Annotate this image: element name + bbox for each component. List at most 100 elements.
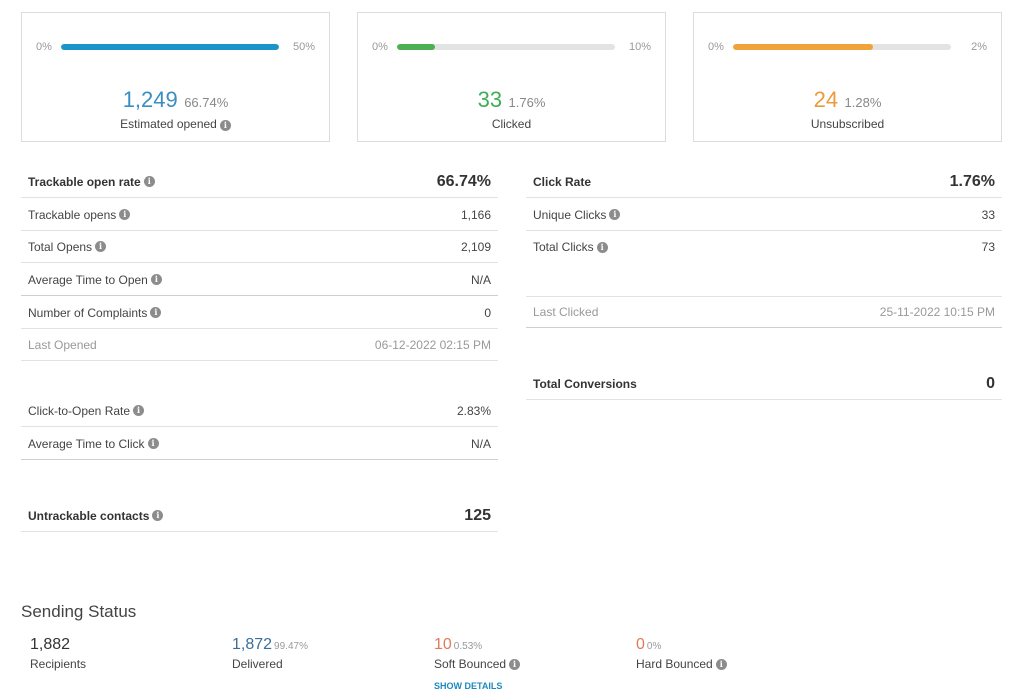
- stat-number: 1,882: [30, 636, 71, 653]
- card-unsubscribed: 0% 2% 24 1.28% Unsubscribed: [693, 12, 1002, 142]
- card-label: Estimated opened i: [22, 117, 329, 131]
- row-value: 0: [986, 374, 995, 392]
- row-label: Click Rate: [533, 174, 592, 189]
- info-icon[interactable]: i: [219, 120, 231, 131]
- row-label: Number of Complaints: [28, 305, 148, 320]
- row-label: Trackable open rate: [28, 174, 141, 189]
- row-complaints: Number of Complaints i 0: [21, 297, 498, 329]
- card-value: 24 1.28%: [694, 87, 1001, 113]
- progress-fill: [397, 44, 436, 50]
- stat-hard-bounced: 0 0% Hard Bounced i: [636, 636, 727, 671]
- stat-label-text: Hard Bounced: [636, 657, 713, 671]
- card-number: 1,249: [122, 87, 178, 112]
- row-unique-clicks: Unique Clicks i 33: [526, 199, 1002, 231]
- row-label: Unique Clicks: [533, 207, 607, 222]
- section-title-sending-status: Sending Status: [21, 602, 137, 621]
- row-total-clicks: Total Clicks i 73: [526, 231, 1002, 263]
- progress-max: 2%: [971, 41, 987, 53]
- progress-row: 0% 10%: [372, 40, 651, 54]
- stat-recipients: 1,882 Recipients: [30, 636, 86, 671]
- card-value: 1,249 66.74%: [22, 87, 329, 113]
- info-icon[interactable]: i: [95, 241, 107, 252]
- row-untrackable-contacts: Untrackable contacts i 125: [21, 500, 498, 532]
- stat-delivered: 1,872 99.47% Delivered: [232, 636, 308, 671]
- card-label: Unsubscribed: [810, 117, 885, 131]
- card-number: 24: [813, 87, 839, 112]
- card-percent: 1.28%: [844, 95, 882, 110]
- row-total-conversions: Total Conversions 0: [526, 368, 1002, 400]
- stat-number: 1,872: [232, 636, 273, 653]
- row-click-to-open-rate: Click-to-Open Rate i 2.83%: [21, 395, 498, 427]
- card-label: Clicked: [491, 117, 532, 131]
- progress-fill: [733, 44, 873, 50]
- row-label: Untrackable contacts: [28, 508, 150, 523]
- info-icon[interactable]: i: [596, 241, 608, 253]
- card-value: 33 1.76%: [358, 87, 665, 113]
- row-value: 0: [484, 305, 491, 320]
- show-details-link[interactable]: SHOW DETAILS: [434, 681, 503, 691]
- row-total-opens: Total Opens i 2,109: [21, 231, 498, 263]
- progress-max: 50%: [292, 41, 315, 53]
- progress-track: [397, 44, 615, 50]
- stat-label-text: Soft Bounced: [434, 657, 507, 671]
- card-label-text: Estimated opened: [120, 117, 217, 131]
- row-label: Average Time to Open: [28, 272, 148, 287]
- progress-min: 0%: [372, 41, 388, 53]
- card-percent: 66.74%: [184, 95, 229, 110]
- row-value: 25-11-2022 10:15 PM: [879, 305, 995, 319]
- progress-max: 10%: [628, 41, 651, 53]
- stat-label: Hard Bounced i: [636, 657, 727, 671]
- row-label: Total Clicks: [533, 240, 594, 254]
- info-icon[interactable]: i: [150, 307, 162, 318]
- row-value: 66.74%: [436, 172, 491, 190]
- stat-percent: 99.47%: [274, 641, 308, 652]
- row-last-opened: Last Opened 06-12-2022 02:15 PM: [21, 329, 498, 361]
- stat-number: 10: [434, 636, 452, 653]
- row-value: 1.76%: [949, 172, 995, 190]
- info-icon[interactable]: i: [509, 658, 521, 670]
- row-value: 1,166: [460, 207, 491, 222]
- stat-number: 0: [636, 636, 645, 653]
- info-icon[interactable]: i: [715, 658, 727, 670]
- progress-track: [61, 44, 279, 50]
- progress-min: 0%: [708, 41, 724, 53]
- card-percent: 1.76%: [508, 95, 546, 110]
- stat-percent: 0.53%: [453, 641, 483, 652]
- progress-min: 0%: [36, 41, 52, 53]
- info-icon[interactable]: i: [133, 405, 145, 416]
- info-icon[interactable]: i: [152, 510, 164, 521]
- info-icon[interactable]: i: [150, 274, 162, 285]
- card-number: 33: [477, 87, 503, 112]
- row-avg-time-to-click: Average Time to Click i N/A: [21, 428, 498, 460]
- row-label: Trackable opens: [28, 207, 117, 222]
- row-last-clicked: Last Clicked 25-11-2022 10:15 PM: [526, 296, 1002, 328]
- row-value: 33: [981, 207, 995, 222]
- row-label: Average Time to Click: [28, 436, 145, 451]
- row-trackable-opens: Trackable opens i 1,166: [21, 199, 498, 231]
- stat-soft-bounced: 10 0.53% Soft Bounced i: [434, 636, 521, 671]
- stat-label: Recipients: [30, 657, 87, 671]
- card-clicked: 0% 10% 33 1.76% Clicked: [357, 12, 666, 142]
- stat-label: Delivered: [232, 657, 283, 671]
- info-icon[interactable]: i: [609, 209, 621, 220]
- row-value: 06-12-2022 02:15 PM: [374, 337, 491, 352]
- row-trackable-open-rate: Trackable open rate i 66.74%: [21, 166, 498, 198]
- info-icon[interactable]: i: [147, 438, 159, 449]
- card-estimated-opened: 0% 50% 1,249 66.74% Estimated opened i: [21, 12, 330, 142]
- row-label: Click-to-Open Rate: [28, 403, 131, 418]
- row-click-rate: Click Rate 1.76%: [526, 166, 1002, 198]
- row-avg-time-to-open: Average Time to Open i N/A: [21, 264, 498, 296]
- row-label: Last Opened: [28, 337, 97, 352]
- row-label: Total Opens: [28, 239, 93, 254]
- row-label: Last Clicked: [533, 305, 599, 319]
- progress-fill: [61, 44, 279, 50]
- row-value: 2,109: [460, 239, 491, 254]
- row-value: 125: [464, 506, 491, 524]
- row-value: 2.83%: [456, 403, 491, 418]
- progress-row: 0% 50%: [36, 40, 315, 54]
- progress-track: [733, 44, 951, 50]
- info-icon[interactable]: i: [119, 209, 131, 220]
- row-value: N/A: [470, 272, 491, 287]
- info-icon[interactable]: i: [143, 176, 155, 187]
- progress-row: 0% 2%: [708, 40, 987, 54]
